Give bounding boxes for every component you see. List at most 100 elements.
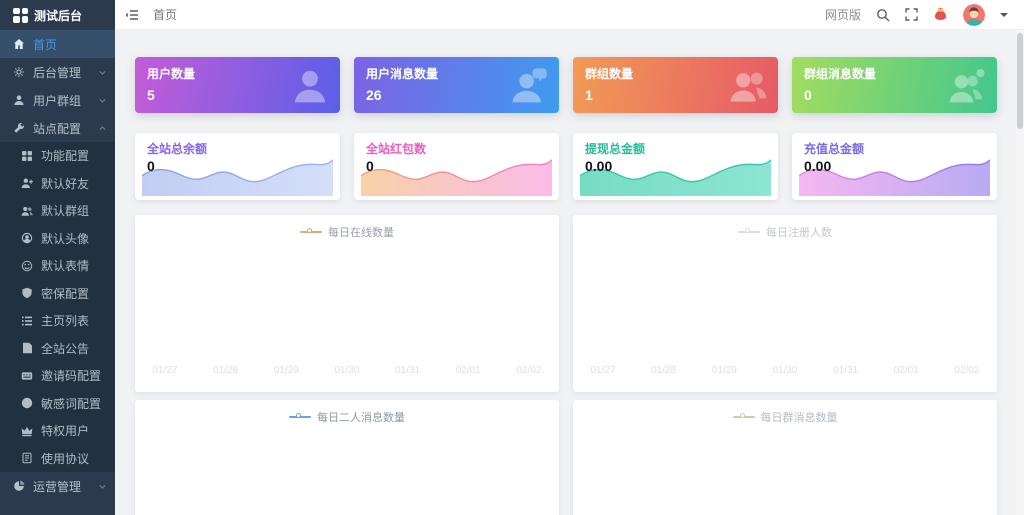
mini-wave-chart — [361, 159, 552, 196]
legend-label: 每日群消息数量 — [760, 412, 838, 424]
logo[interactable]: 测试后台 — [0, 0, 115, 30]
app-title: 测试后台 — [34, 8, 83, 23]
mini-wave-chart — [799, 159, 990, 196]
stat-card-users: 用户数量 5 — [135, 57, 340, 113]
menu-toggle-icon[interactable] — [125, 9, 139, 21]
metric-card-title: 充值总金额 — [804, 142, 865, 156]
breadcrumb[interactable]: 首页 — [153, 8, 178, 22]
stat-card-value: 1 — [585, 87, 593, 103]
user-icon — [14, 95, 24, 105]
chart-legend[interactable]: 每日群消息数量 — [573, 409, 997, 425]
metric-card-title: 全站总余额 — [147, 142, 208, 156]
chart-legend[interactable]: 每日注册人数 — [573, 224, 997, 240]
x-tick: 01/31 — [395, 365, 421, 376]
stat-card-user-messages: 用户消息数量 26 — [354, 57, 559, 113]
x-tick: 01/27 — [152, 365, 178, 376]
sidebar-item-user-groups[interactable]: 用户群组 — [0, 86, 115, 114]
x-axis-labels: 01/27 01/28 01/29 01/30 01/31 02/01 02/0… — [145, 365, 549, 376]
metric-card-value: 0.00 — [804, 158, 832, 174]
sidebar-item-home[interactable]: 首页 — [0, 30, 115, 58]
sidebar-item-label: 站点配置 — [33, 121, 82, 136]
sidebar-item-label: 主页列表 — [41, 314, 90, 329]
sidebar-item-label: 用户群组 — [33, 93, 82, 108]
sidebar-item-security-config[interactable]: 密保配置 — [0, 280, 115, 308]
people-icon — [730, 72, 767, 102]
sidebar-item-invite-code-config[interactable]: 邀请码配置 — [0, 362, 115, 390]
avatar[interactable] — [963, 3, 985, 26]
sidebar-item-operations[interactable]: 运营管理 — [0, 472, 115, 500]
invite-code-icon — [21, 372, 33, 380]
legend-label: 每日注册人数 — [766, 227, 832, 239]
stat-card-groups: 群组数量 1 — [573, 57, 778, 113]
wrench-icon — [14, 122, 25, 133]
metric-card-red-packets: 全站红包数 0 — [354, 133, 559, 200]
chart-legend[interactable]: 每日二人消息数量 — [135, 409, 559, 425]
stat-card-title: 用户数量 — [147, 67, 196, 81]
stat-card-value: 0 — [804, 87, 812, 103]
person-message-icon — [512, 68, 547, 103]
gear-icon — [14, 67, 24, 77]
sidebar-item-user-agreement[interactable]: 使用协议 — [0, 445, 115, 473]
grid-icon — [22, 150, 32, 161]
topbar: 首页 网页版 — [115, 0, 1024, 30]
scrollbar-thumb[interactable] — [1017, 33, 1023, 129]
sidebar-item-label: 敏感词配置 — [41, 396, 102, 411]
sidebar-item-label: 默认群组 — [41, 204, 90, 219]
sidebar-submenu: 功能配置 默认好友 默认群组 默认头像 默认表情 密保配置 主页列表 全站公告 — [0, 142, 115, 472]
legend-label: 每日在线数量 — [328, 227, 394, 239]
metric-cards-row: 全站总余额 0 全站红包数 0 — [135, 133, 997, 200]
x-tick: 02/01 — [455, 365, 481, 376]
x-tick: 01/27 — [590, 365, 616, 376]
sidebar-item-default-groups[interactable]: 默认群组 — [0, 197, 115, 225]
chart-daily-online: 每日在线数量 01/27 01/28 01/29 01/30 01/31 02/… — [135, 215, 559, 392]
sidebar-item-sensitive-words-config[interactable]: 敏感词配置 — [0, 390, 115, 418]
web-version-link[interactable]: 网页版 — [824, 8, 861, 22]
sidebar-item-label: 默认表情 — [41, 259, 90, 274]
scrollbar[interactable] — [1016, 30, 1024, 515]
stat-card-title: 群组数量 — [585, 67, 634, 81]
caret-down-icon[interactable] — [1000, 11, 1008, 19]
sidebar-item-default-emoji[interactable]: 默认表情 — [0, 252, 115, 280]
person-icon — [294, 70, 326, 103]
sidebar-item-label: 特权用户 — [41, 424, 90, 439]
sidebar: 测试后台 首页 后台管理 用户群组 站点配置 功能配置 默认好友 默认群组 — [0, 0, 115, 515]
mini-wave-chart — [580, 159, 771, 196]
sidebar-item-admin[interactable]: 后台管理 — [0, 58, 115, 86]
metric-card-title: 全站红包数 — [366, 142, 427, 156]
chevron-down-icon — [99, 98, 106, 103]
charts-row-2: 每日二人消息数量 每日群消息数量 — [135, 400, 997, 515]
chart-legend[interactable]: 每日在线数量 — [135, 224, 559, 240]
sidebar-item-feature-config[interactable]: 功能配置 — [0, 142, 115, 170]
stat-cards-row: 用户数量 5 用户消息数量 26 群组数量 1 群组消息数量 0 — [135, 57, 997, 113]
metric-card-value: 0 — [147, 158, 155, 174]
crown-icon — [21, 426, 33, 436]
sidebar-item-default-friends[interactable]: 默认好友 — [0, 170, 115, 198]
operations-icon — [14, 480, 25, 491]
sidebar-item-site-config[interactable]: 站点配置 — [0, 114, 115, 142]
user-plus-icon — [21, 178, 33, 189]
stat-card-group-messages: 群组消息数量 0 — [792, 57, 997, 113]
metric-card-withdraw-total: 提现总金额 0.00 — [573, 133, 778, 200]
x-tick: 01/30 — [334, 365, 360, 376]
metric-card-value: 0.00 — [585, 158, 613, 174]
list-icon — [22, 316, 32, 326]
sidebar-item-default-avatar[interactable]: 默认头像 — [0, 225, 115, 253]
x-tick: 01/31 — [833, 365, 859, 376]
legend-marker-icon — [300, 228, 322, 234]
sidebar-item-label: 功能配置 — [41, 149, 90, 164]
sidebar-item-homepage-list[interactable]: 主页列表 — [0, 307, 115, 335]
sidebar-item-privileged-users[interactable]: 特权用户 — [0, 417, 115, 445]
chevron-down-icon — [99, 70, 106, 75]
stat-card-title: 用户消息数量 — [366, 67, 439, 81]
stat-card-value: 5 — [147, 87, 155, 103]
logo-grid-icon — [13, 7, 28, 23]
metric-card-title: 提现总金额 — [585, 142, 646, 156]
info-icon — [21, 398, 33, 409]
users-icon — [21, 206, 33, 216]
sidebar-item-site-announcement[interactable]: 全站公告 — [0, 335, 115, 363]
search-icon[interactable] — [876, 8, 890, 22]
chevron-down-icon — [99, 484, 106, 489]
red-pouch-icon[interactable] — [933, 7, 948, 22]
x-tick: 02/02 — [516, 365, 542, 376]
fullscreen-icon[interactable] — [905, 8, 918, 21]
